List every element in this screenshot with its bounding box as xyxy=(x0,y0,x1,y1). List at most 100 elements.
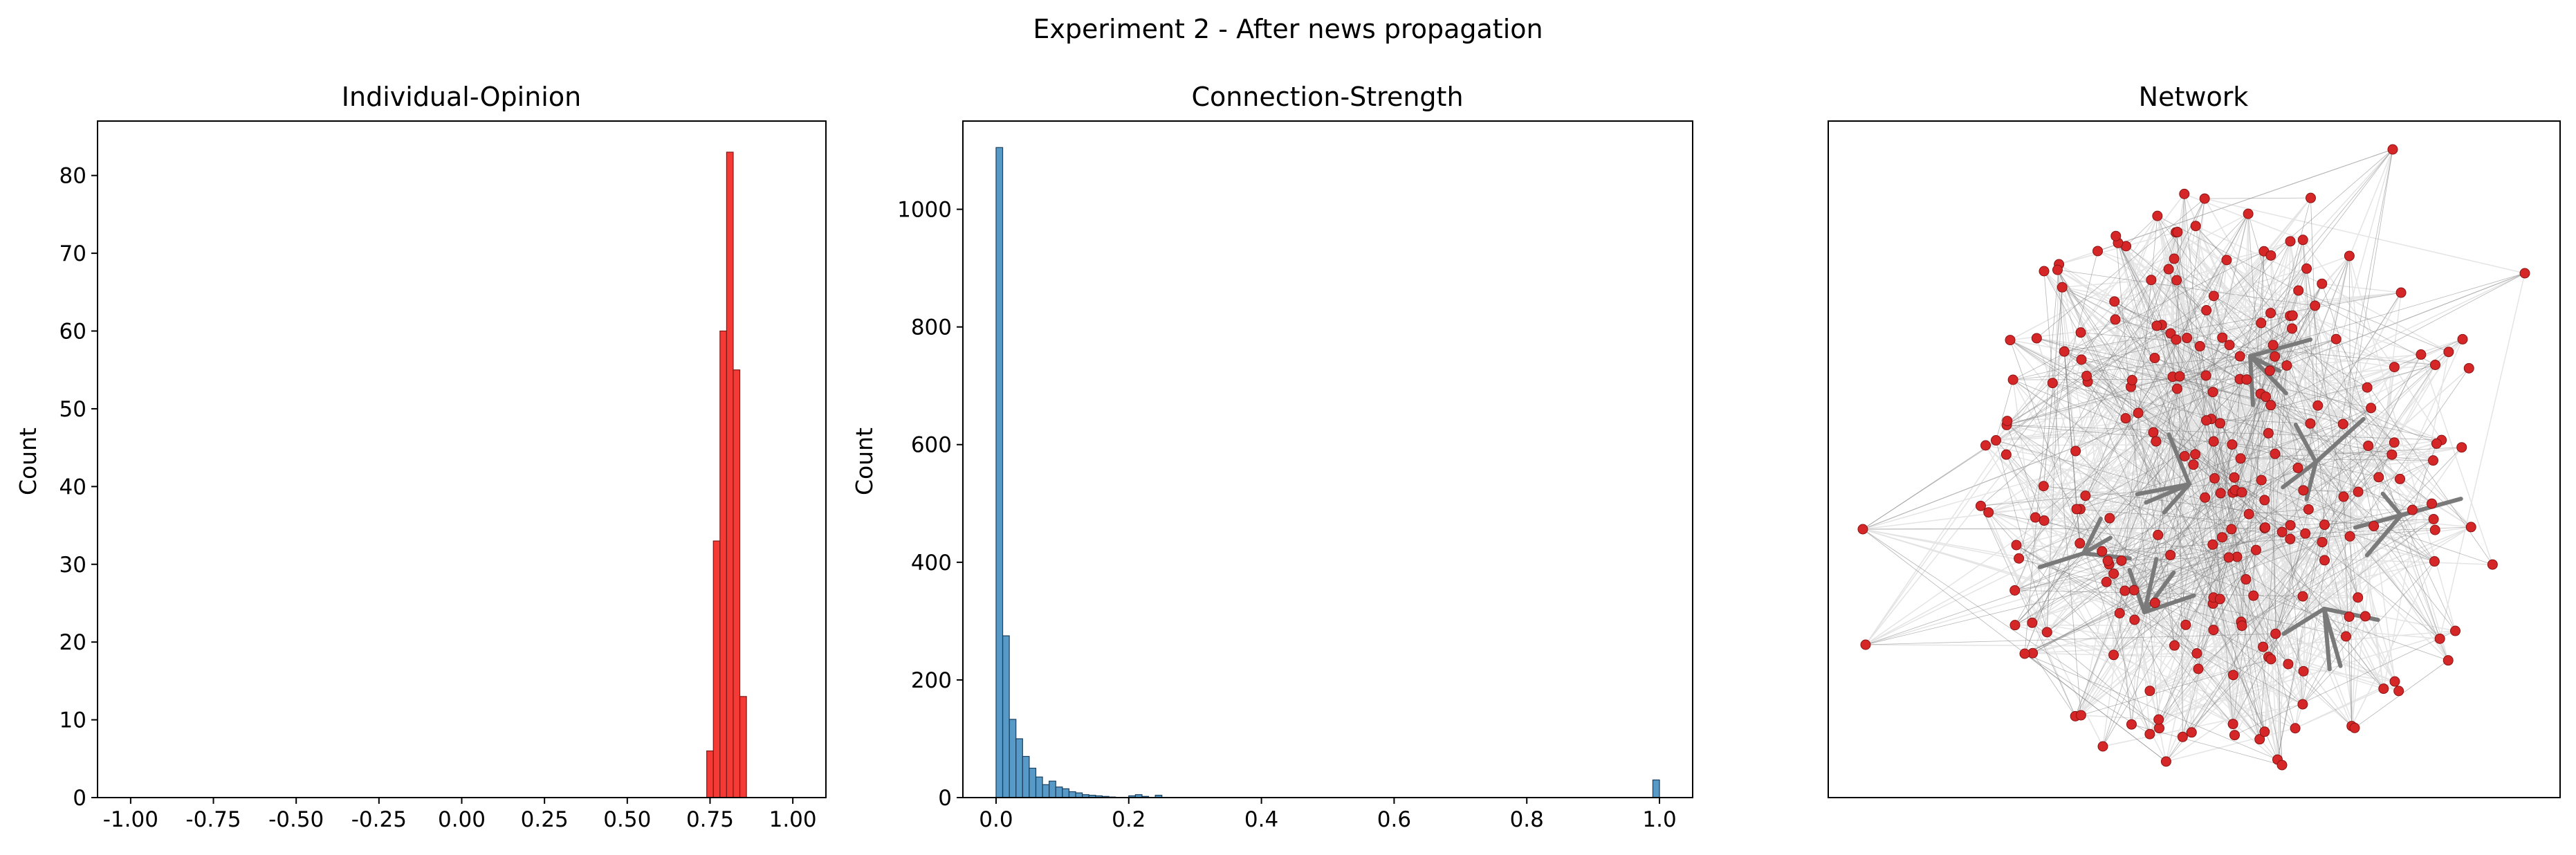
network-node xyxy=(2177,731,2188,742)
network-node xyxy=(2297,235,2308,246)
network-edge xyxy=(2383,351,2449,689)
network-edge xyxy=(2213,524,2325,631)
network-edge xyxy=(2317,338,2463,406)
network-node xyxy=(2463,362,2474,374)
network-edge xyxy=(2298,290,2449,353)
network-node xyxy=(2223,552,2234,563)
network-edge xyxy=(1996,440,2048,632)
network-edge xyxy=(2119,458,2241,614)
network-edge xyxy=(2366,387,2393,455)
network-node xyxy=(2172,227,2183,238)
network-node xyxy=(1991,435,2002,446)
network-node xyxy=(2300,528,2311,539)
network-edge xyxy=(2032,653,2076,717)
network-edge xyxy=(2191,445,2369,733)
network-edge xyxy=(2232,354,2422,724)
network-edge xyxy=(2234,490,2384,689)
network-edge xyxy=(2024,653,2166,762)
network-edge xyxy=(2270,313,2303,705)
network-node xyxy=(2312,400,2324,411)
network-node xyxy=(2215,488,2226,499)
network-edge xyxy=(1980,149,2393,506)
network-edge xyxy=(2006,425,2346,637)
x-tick-label: 0.6 xyxy=(1377,807,1411,832)
network-edge xyxy=(2177,231,2395,368)
network-edge xyxy=(2012,379,2196,455)
y-tick-label: 70 xyxy=(59,241,86,266)
network-node xyxy=(2285,236,2296,247)
network-node xyxy=(2241,574,2252,585)
network-node xyxy=(2281,360,2292,371)
network-node xyxy=(2319,520,2330,531)
network-node xyxy=(2097,741,2108,752)
network-edge xyxy=(2205,149,2393,376)
panel-connection-strength: Connection-Strength Count 0.0 0.2 0.4 0.6 0.… xyxy=(851,82,1693,832)
network-node xyxy=(2014,553,2025,564)
histogram-bar xyxy=(719,330,728,798)
network-edge xyxy=(2081,332,2436,365)
network-edge xyxy=(2108,527,2265,565)
network-node xyxy=(2378,683,2389,695)
network-node xyxy=(2317,278,2328,289)
network-edge xyxy=(2121,396,2266,561)
network-node xyxy=(1857,524,1868,535)
network-node xyxy=(2287,310,2298,321)
network-edge xyxy=(2005,454,2167,762)
network-edge xyxy=(2394,339,2463,367)
network-node xyxy=(2430,359,2441,370)
network-node xyxy=(2002,416,2013,427)
network-edge xyxy=(2133,407,2371,591)
network-edge xyxy=(2241,251,2265,626)
network-edge xyxy=(2131,380,2175,646)
network-node xyxy=(2337,419,2348,430)
network-edge xyxy=(2076,273,2526,510)
histogram-bar xyxy=(1002,635,1010,798)
network-node xyxy=(2305,418,2316,429)
network-node xyxy=(2144,686,2155,697)
network-edge xyxy=(2239,356,2344,497)
network-edge xyxy=(2014,520,2045,591)
network-edge xyxy=(2114,258,2175,302)
network-edge xyxy=(2412,443,2437,511)
x-tick-label: 0.2 xyxy=(1112,807,1146,832)
network-node xyxy=(2102,555,2113,567)
network-edge xyxy=(2080,624,2187,716)
network-edge xyxy=(1865,633,2276,645)
network-edge xyxy=(2063,351,2077,452)
network-node xyxy=(2389,676,2400,687)
network-edge xyxy=(2205,197,2311,199)
network-node xyxy=(2075,710,2086,721)
network-edge xyxy=(2261,367,2395,481)
histogram-bar xyxy=(1068,791,1076,798)
network-node xyxy=(2428,514,2439,525)
network-edge xyxy=(2024,198,2205,654)
network-edge xyxy=(2195,454,2221,494)
network-edge xyxy=(2080,232,2178,716)
network-node xyxy=(2456,442,2467,453)
network-node xyxy=(2395,473,2406,484)
network-node xyxy=(2368,520,2380,531)
network-edge xyxy=(2006,454,2036,518)
network-node xyxy=(2298,665,2309,677)
network-edge xyxy=(2303,491,2359,672)
network-edge xyxy=(2133,460,2434,591)
network-edge xyxy=(2125,418,2278,760)
network-edge xyxy=(1865,441,2157,645)
y-tick-label: 400 xyxy=(911,551,952,576)
network-edge xyxy=(1996,440,2291,526)
network-edge xyxy=(2205,420,2236,735)
network-edge xyxy=(2213,549,2256,630)
network-edge xyxy=(2006,338,2337,425)
network-edge xyxy=(2173,258,2472,528)
network-edge xyxy=(2232,444,2379,478)
network-node xyxy=(2250,544,2261,555)
network-edge xyxy=(2212,544,2265,732)
strong-edge xyxy=(2281,607,2326,636)
network-node xyxy=(2340,631,2351,642)
network-edge xyxy=(2159,268,2307,728)
network-edge xyxy=(2018,250,2098,559)
network-edge xyxy=(2018,407,2371,559)
network-edge xyxy=(2006,258,2175,425)
network-edge xyxy=(2213,213,2249,297)
network-edge xyxy=(2155,542,2323,603)
